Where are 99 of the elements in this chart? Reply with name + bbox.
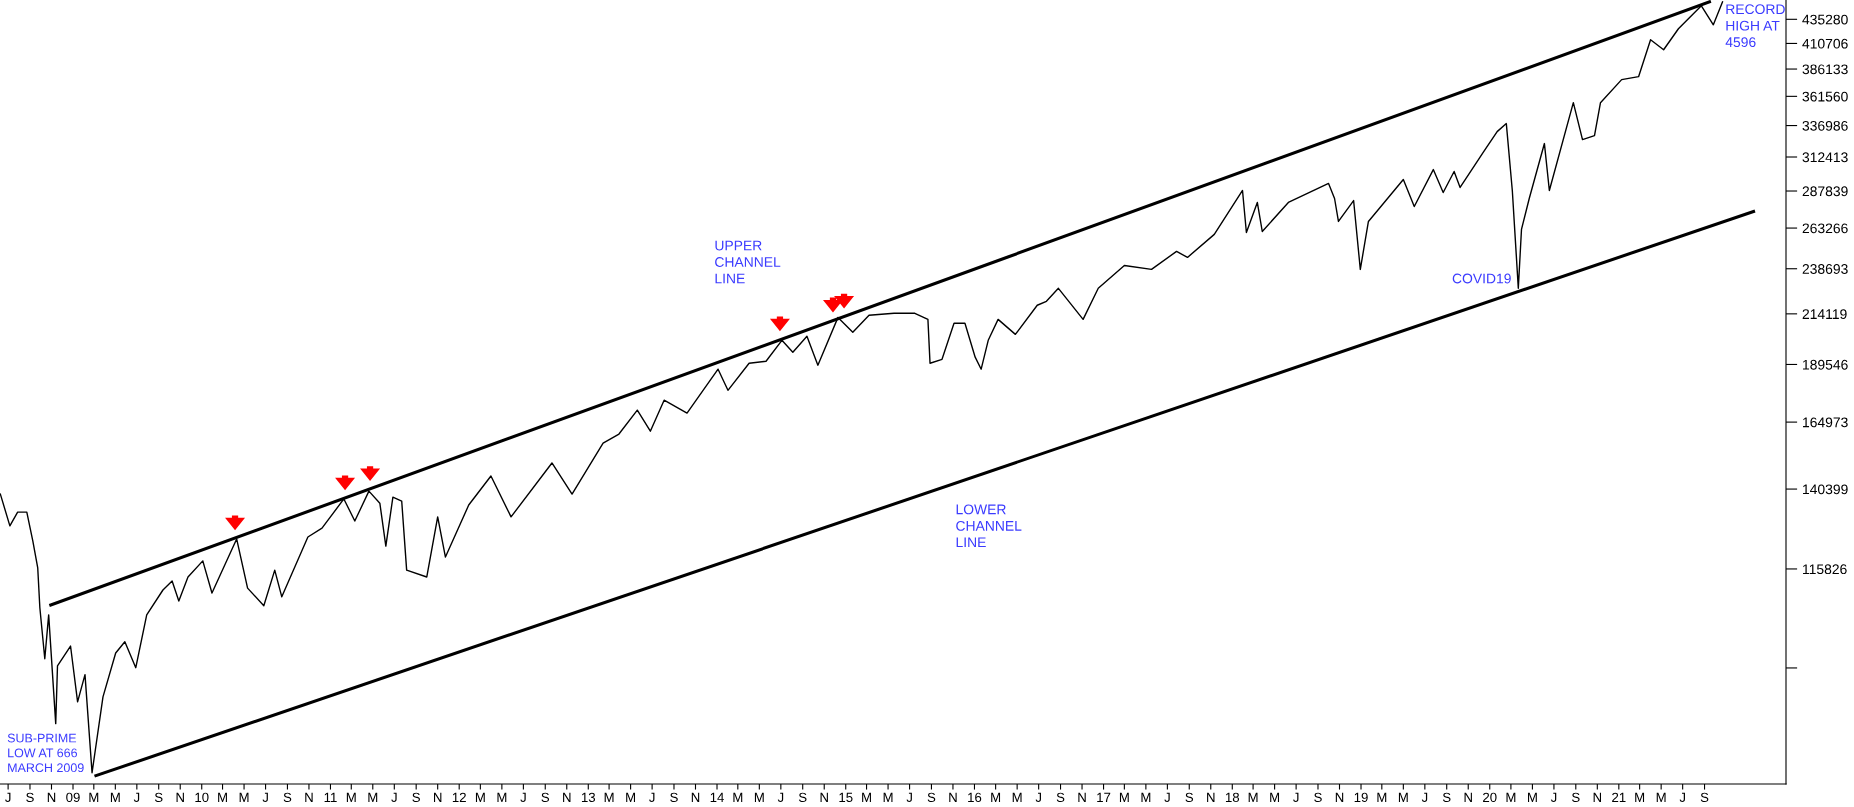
x-tick-label: M bbox=[733, 792, 743, 802]
x-tick-label: M bbox=[883, 792, 893, 802]
x-tick-label: M bbox=[862, 792, 871, 802]
x-tick-label: S bbox=[670, 792, 678, 803]
y-tick-label: 238693 bbox=[1802, 264, 1848, 274]
x-tick-label: N bbox=[1078, 792, 1086, 802]
x-tick-label: 21 bbox=[1612, 792, 1626, 802]
y-tick-label: 164973 bbox=[1803, 417, 1848, 428]
x-tick-label: M bbox=[991, 792, 1001, 802]
x-tick-label: M bbox=[754, 792, 764, 802]
y-tick-label: 312413 bbox=[1802, 152, 1848, 163]
x-tick-label: 15 bbox=[839, 792, 853, 803]
x-tick-label: J bbox=[1679, 792, 1685, 803]
x-tick-label: S bbox=[412, 792, 420, 803]
x-tick-label: S bbox=[1442, 792, 1451, 803]
annotation: SUB-PRIME LOW AT 666 MARCH 2009 bbox=[7, 733, 84, 773]
x-tick-label: 18 bbox=[1225, 792, 1240, 803]
x-tick-label: M bbox=[239, 792, 249, 802]
x-tick-label: S bbox=[1314, 792, 1322, 803]
y-tick-label: 189546 bbox=[1803, 359, 1848, 370]
x-tick-label: S bbox=[1700, 792, 1709, 803]
x-tick-label: M bbox=[1506, 792, 1516, 802]
y-tick-label: 115826 bbox=[1803, 564, 1847, 575]
x-tick-label: J bbox=[906, 792, 912, 803]
x-tick-label: J bbox=[1035, 792, 1041, 803]
x-tick-label: J bbox=[777, 792, 784, 803]
x-tick-label: J bbox=[1293, 792, 1299, 803]
x-tick-label: M bbox=[626, 792, 636, 802]
x-tick-label: S bbox=[798, 792, 807, 803]
y-tick-label: 336986 bbox=[1802, 120, 1848, 131]
x-tick-label: S bbox=[541, 792, 550, 803]
annotation: UPPER CHANNEL LINE bbox=[715, 240, 781, 284]
x-tick-label: N bbox=[434, 792, 442, 802]
x-tick-label: M bbox=[1377, 792, 1387, 802]
x-tick-label: S bbox=[1185, 792, 1194, 803]
x-tick-label: N bbox=[305, 792, 313, 802]
x-tick-label: N bbox=[1335, 792, 1344, 802]
x-tick-label: S bbox=[1056, 792, 1065, 803]
x-tick-label: J bbox=[649, 792, 655, 803]
x-tick-label: 19 bbox=[1354, 792, 1368, 803]
x-tick-label: J bbox=[5, 792, 11, 803]
x-tick-label: M bbox=[497, 792, 507, 802]
annotation: RECORD HIGH AT 4596 bbox=[1725, 4, 1785, 48]
y-tick-label: 140399 bbox=[1803, 484, 1848, 495]
x-tick-label: N bbox=[563, 792, 571, 802]
x-tick-label: 13 bbox=[581, 792, 596, 803]
y-tick-label: 214119 bbox=[1802, 309, 1847, 320]
x-tick-label: 20 bbox=[1483, 792, 1497, 803]
x-tick-label: M bbox=[1012, 792, 1022, 802]
x-tick-label: J bbox=[520, 792, 526, 803]
annotation: LOWER CHANNEL LINE bbox=[956, 504, 1022, 548]
y-tick-label: 287839 bbox=[1802, 186, 1848, 197]
x-tick-label: 12 bbox=[452, 792, 466, 802]
x-tick-label: M bbox=[218, 792, 227, 802]
x-tick-label: N bbox=[1593, 792, 1601, 802]
x-tick-label: N bbox=[1207, 792, 1215, 802]
x-tick-label: M bbox=[346, 792, 356, 802]
x-tick-label: M bbox=[1119, 792, 1129, 802]
x-tick-label: M bbox=[1248, 792, 1258, 802]
x-tick-label: J bbox=[133, 792, 140, 803]
y-tick-label: 410706 bbox=[1802, 38, 1848, 49]
y-tick-label: 263266 bbox=[1802, 223, 1848, 234]
x-tick-label: M bbox=[1656, 792, 1666, 802]
x-tick-label: S bbox=[283, 792, 292, 803]
x-tick-label: M bbox=[1398, 792, 1408, 802]
y-tick-label: 361560 bbox=[1802, 91, 1848, 102]
y-tick-label: 386133 bbox=[1802, 64, 1848, 75]
x-tick-label: S bbox=[1572, 792, 1580, 803]
x-tick-label: N bbox=[949, 792, 957, 802]
x-tick-label: J bbox=[262, 792, 268, 803]
x-tick-label: 09 bbox=[66, 792, 80, 803]
x-tick-label: M bbox=[1270, 792, 1280, 802]
x-tick-label: 10 bbox=[195, 792, 209, 803]
x-tick-label: N bbox=[47, 792, 56, 802]
y-tick-label: 435280 bbox=[1802, 14, 1848, 25]
x-tick-label: M bbox=[368, 792, 378, 802]
x-tick-label: M bbox=[1635, 792, 1645, 802]
x-tick-label: N bbox=[1464, 792, 1472, 802]
x-tick-label: J bbox=[1164, 792, 1170, 803]
x-tick-label: M bbox=[1141, 792, 1151, 802]
x-tick-label: S bbox=[154, 792, 163, 803]
x-tick-label: J bbox=[1421, 792, 1428, 803]
x-tick-label: 14 bbox=[710, 792, 724, 802]
x-tick-label: S bbox=[26, 792, 34, 803]
x-tick-label: J bbox=[1550, 792, 1557, 803]
x-tick-label: M bbox=[604, 792, 614, 802]
x-tick-label: N bbox=[820, 792, 828, 802]
x-tick-label: N bbox=[176, 792, 184, 802]
x-tick-label: M bbox=[475, 792, 485, 802]
annotation: COVID19 bbox=[1452, 273, 1511, 284]
x-tick-label: N bbox=[691, 792, 700, 802]
x-tick-label: 11 bbox=[324, 792, 337, 802]
x-tick-label: 16 bbox=[968, 792, 982, 803]
x-tick-label: J bbox=[391, 792, 397, 803]
x-tick-label: 17 bbox=[1097, 792, 1111, 802]
x-tick-label: S bbox=[927, 792, 936, 803]
x-tick-label: M bbox=[1528, 792, 1537, 802]
x-tick-label: M bbox=[110, 792, 120, 802]
x-tick-label: M bbox=[89, 792, 99, 802]
